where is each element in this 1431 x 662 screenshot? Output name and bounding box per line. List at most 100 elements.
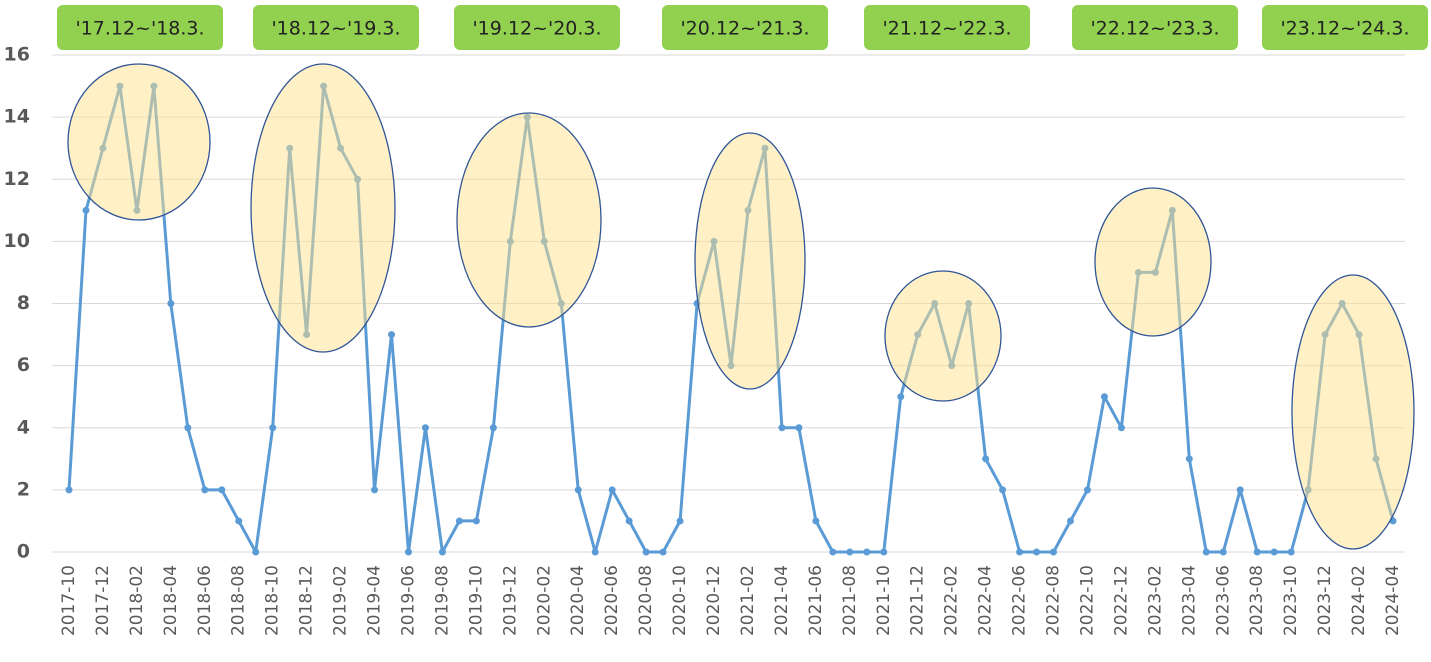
point — [65, 486, 73, 494]
point — [218, 486, 226, 494]
x-tick-label: 2019-04 — [365, 565, 385, 636]
x-tick-label: 2019-02 — [331, 565, 351, 636]
x-tick-label: 2024-04 — [1383, 565, 1403, 636]
x-tick-label: 2021-12 — [908, 565, 928, 636]
y-tick-label: 14 — [4, 106, 30, 128]
x-tick-label: 2021-04 — [772, 565, 792, 636]
point — [863, 548, 871, 556]
point — [421, 424, 429, 432]
point — [455, 517, 463, 525]
annotation: '21.12~'22.3. — [882, 18, 1011, 40]
y-tick-label: 12 — [4, 168, 30, 190]
annotation: '23.12~'24.3. — [1280, 18, 1409, 40]
point — [82, 206, 90, 214]
x-tick-label: 2022-08 — [1044, 565, 1064, 636]
y-tick-label: 2 — [17, 478, 30, 500]
point — [438, 548, 446, 556]
point — [1270, 548, 1278, 556]
point — [388, 331, 396, 339]
x-tick-label: 2023-12 — [1315, 565, 1335, 636]
y-tick-label: 4 — [17, 416, 30, 438]
point — [625, 517, 633, 525]
point — [472, 517, 480, 525]
point — [404, 548, 412, 556]
point — [1236, 486, 1244, 494]
x-tick-label: 2023-06 — [1213, 565, 1233, 636]
x-tick-label: 2023-08 — [1247, 565, 1267, 636]
x-tick-label: 2021-06 — [806, 565, 826, 636]
point — [846, 548, 854, 556]
point — [201, 486, 209, 494]
annotation-box — [253, 5, 419, 50]
x-tick-label: 2022-10 — [1077, 565, 1097, 636]
y-tick-label: 8 — [17, 292, 30, 314]
x-tick-label: 2022-06 — [1010, 565, 1030, 636]
point — [880, 548, 888, 556]
x-tick-label: 2023-04 — [1179, 565, 1199, 636]
annotation-box — [454, 5, 620, 50]
point — [1202, 548, 1210, 556]
point — [184, 424, 192, 432]
point — [574, 486, 582, 494]
point — [252, 548, 260, 556]
x-tick-label: 2023-02 — [1145, 565, 1165, 636]
point — [812, 517, 820, 525]
x-tick-label: 2020-04 — [568, 565, 588, 636]
annotation: '19.12~'20.3. — [472, 18, 601, 40]
x-tick-label: 2017-12 — [93, 565, 113, 636]
point — [659, 548, 667, 556]
x-tick-label: 2018-08 — [229, 565, 249, 636]
annotation: '18.12~'19.3. — [271, 18, 400, 40]
x-tick-label: 2021-02 — [738, 565, 758, 636]
x-tick-label: 2022-02 — [942, 565, 962, 636]
x-tick-label: 2019-12 — [500, 565, 520, 636]
annotation: '20.12~'21.3. — [680, 18, 809, 40]
point — [1253, 548, 1261, 556]
x-tick-label: 2020-06 — [602, 565, 622, 636]
x-tick-label: 2018-06 — [195, 565, 215, 636]
x-tick-label: 2020-12 — [704, 565, 724, 636]
point — [591, 548, 599, 556]
point — [167, 300, 175, 307]
point — [999, 486, 1007, 494]
annotation-box — [662, 5, 828, 50]
point — [235, 517, 243, 525]
x-tick-label: 2019-08 — [432, 565, 452, 636]
point — [1083, 486, 1091, 494]
x-tick-label: 2020-10 — [670, 565, 690, 636]
point — [371, 486, 379, 494]
x-tick-label: 2023-10 — [1281, 565, 1301, 636]
point — [489, 424, 497, 432]
point — [1050, 548, 1058, 556]
point — [897, 393, 905, 401]
highlight-ellipse — [884, 270, 1002, 402]
point — [829, 548, 837, 556]
point — [795, 424, 803, 432]
point — [778, 424, 786, 432]
y-tick-label: 10 — [4, 230, 30, 252]
x-tick-label: 2019-06 — [398, 565, 418, 636]
x-tick-label: 2018-12 — [297, 565, 317, 636]
point — [1066, 517, 1074, 525]
annotation-box — [1072, 5, 1238, 50]
x-tick-label: 2022-12 — [1111, 565, 1131, 636]
annotation-box — [864, 5, 1030, 50]
point — [1100, 393, 1108, 401]
x-tick-label: 2017-10 — [59, 565, 79, 636]
point — [269, 424, 277, 432]
x-tick-label: 2021-10 — [874, 565, 894, 636]
point — [608, 486, 616, 494]
point — [1016, 548, 1024, 556]
x-tick-label: 2018-10 — [263, 565, 283, 636]
x-tick-label: 2020-02 — [534, 565, 554, 636]
x-tick-label: 2018-04 — [161, 565, 181, 636]
point — [982, 455, 990, 463]
point — [642, 548, 650, 556]
highlight-ellipse — [1291, 274, 1415, 550]
y-tick-label: 16 — [4, 44, 30, 66]
point — [676, 517, 684, 525]
annotation: '17.12~'18.3. — [75, 18, 204, 40]
x-tick-label: 2019-10 — [466, 565, 486, 636]
point — [1185, 455, 1193, 463]
